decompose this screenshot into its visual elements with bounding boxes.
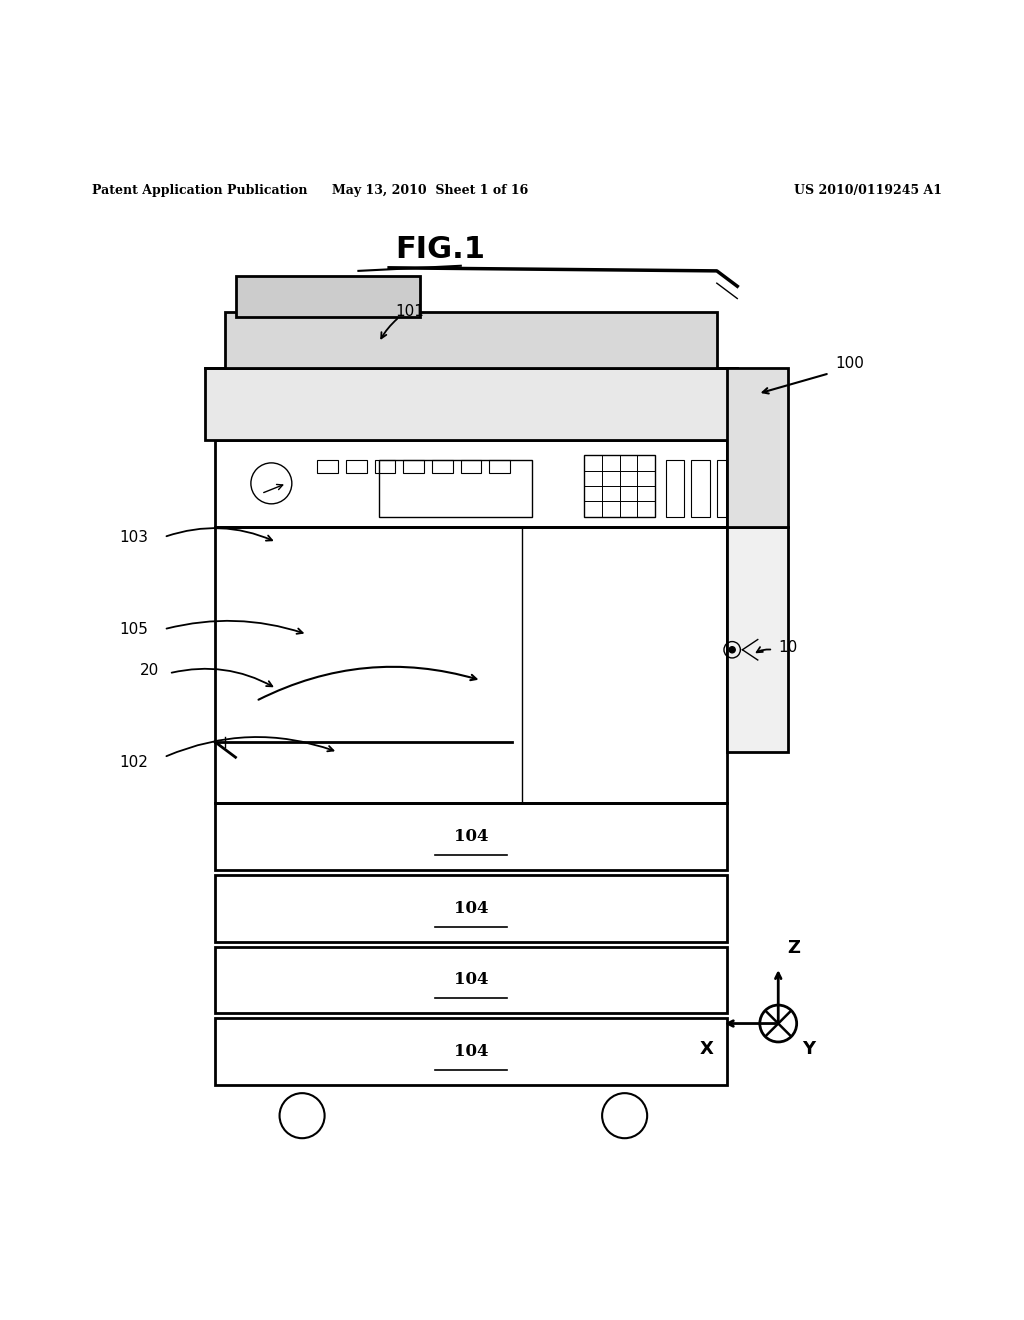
- Bar: [317, 461, 338, 473]
- Bar: [584, 455, 655, 516]
- Text: X: X: [699, 1040, 714, 1059]
- Bar: [215, 440, 727, 527]
- Text: 100: 100: [836, 355, 864, 371]
- Text: 103: 103: [120, 529, 148, 545]
- Bar: [432, 461, 453, 473]
- Bar: [215, 527, 727, 804]
- Bar: [215, 1019, 727, 1085]
- Bar: [225, 312, 717, 368]
- Text: 104: 104: [454, 1043, 488, 1060]
- Text: May 13, 2010  Sheet 1 of 16: May 13, 2010 Sheet 1 of 16: [332, 183, 528, 197]
- Bar: [236, 276, 420, 317]
- Bar: [403, 461, 424, 473]
- Text: 101: 101: [395, 305, 424, 319]
- Text: Y: Y: [803, 1040, 815, 1059]
- Bar: [717, 461, 735, 516]
- Text: 20: 20: [139, 663, 159, 677]
- Bar: [215, 946, 727, 1014]
- Bar: [768, 461, 786, 516]
- Bar: [215, 804, 727, 870]
- Bar: [489, 461, 510, 473]
- Bar: [691, 461, 710, 516]
- Text: 104: 104: [454, 828, 488, 845]
- Text: Z: Z: [787, 939, 800, 957]
- Bar: [205, 368, 737, 440]
- Text: 102: 102: [120, 755, 148, 770]
- Text: US 2010/0119245 A1: US 2010/0119245 A1: [794, 183, 942, 197]
- Bar: [346, 461, 367, 473]
- Text: 105: 105: [120, 622, 148, 636]
- Bar: [666, 461, 684, 516]
- Text: 10: 10: [778, 640, 798, 655]
- Text: Patent Application Publication: Patent Application Publication: [92, 183, 307, 197]
- Bar: [742, 461, 761, 516]
- Bar: [461, 461, 481, 473]
- Text: FIG.1: FIG.1: [395, 235, 485, 264]
- Circle shape: [729, 647, 735, 653]
- Bar: [379, 461, 532, 516]
- Bar: [727, 368, 788, 527]
- Bar: [215, 875, 727, 941]
- Bar: [727, 527, 788, 752]
- Text: 104: 104: [454, 900, 488, 917]
- Text: 104: 104: [454, 972, 488, 989]
- Bar: [375, 461, 395, 473]
